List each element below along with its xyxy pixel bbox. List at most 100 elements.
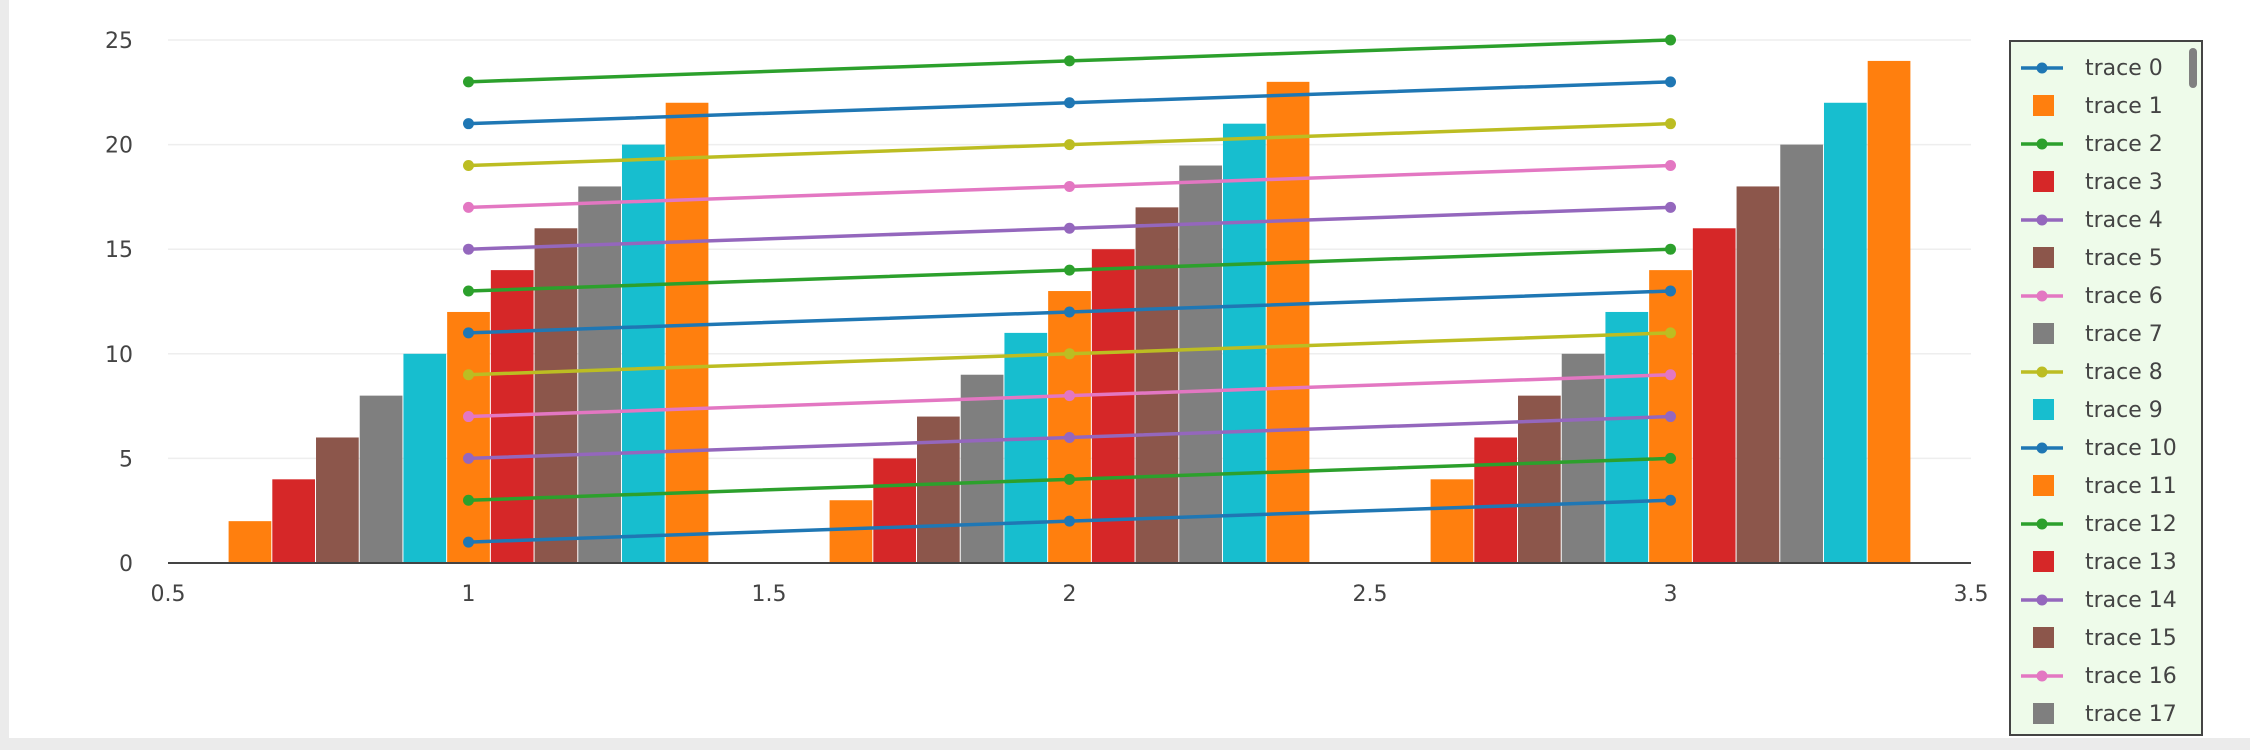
x-tick-label: 1 [462, 582, 476, 607]
legend-line-marker [2011, 125, 2075, 163]
y-tick-label: 10 [105, 343, 133, 368]
legend-item-trace-10[interactable]: trace 10 [2011, 429, 2191, 467]
legend-label: trace 2 [2085, 131, 2163, 157]
legend-item-trace-13[interactable]: trace 13 [2011, 543, 2191, 581]
chart-frame: 0 5 10 15 20 25 0.5 1 1.5 2 2.5 3 3.5 trace 0 trace 1… [9, 0, 2250, 738]
legend-bar-swatch [2011, 619, 2075, 657]
legend-label: trace 14 [2085, 587, 2177, 613]
bar-trace-3-x2 [873, 458, 917, 563]
bar-trace-17-x2 [1179, 165, 1222, 563]
point-trace-2-x1 [463, 494, 474, 506]
point-trace-0-x2 [1064, 515, 1075, 527]
legend-line-marker [2011, 277, 2075, 315]
point-trace-22-x2 [1064, 55, 1075, 67]
point-trace-18-x2 [1064, 139, 1075, 151]
bar-trace-1-x1 [228, 521, 272, 563]
legend-line-marker [2011, 353, 2075, 391]
bar-trace-9-x1 [403, 353, 447, 563]
legend-label: trace 11 [2085, 473, 2177, 499]
legend-line-marker [2011, 49, 2075, 87]
legend-label: trace 13 [2085, 549, 2177, 575]
y-tick-label: 20 [105, 134, 133, 159]
legend-label: trace 9 [2085, 397, 2163, 423]
bar-trace-7-x3 [1561, 353, 1605, 563]
legend-item-trace-17[interactable]: trace 17 [2011, 695, 2191, 733]
point-trace-12-x1 [463, 285, 474, 297]
point-trace-0-x3 [1665, 494, 1676, 506]
x-tick-label: 0.5 [151, 582, 186, 607]
bar-trace-3-x1 [272, 479, 316, 563]
legend-bar-swatch [2011, 239, 2075, 277]
legend-label: trace 17 [2085, 701, 2177, 727]
point-trace-14-x1 [463, 243, 474, 255]
legend-bar-swatch [2011, 467, 2075, 505]
legend-item-trace-14[interactable]: trace 14 [2011, 581, 2191, 619]
bar-trace-11-x1 [447, 311, 490, 563]
legend-bar-swatch [2011, 543, 2075, 581]
legend-item-trace-9[interactable]: trace 9 [2011, 391, 2191, 429]
point-trace-8-x3 [1665, 327, 1676, 339]
point-trace-16-x3 [1665, 160, 1676, 172]
legend-item-trace-7[interactable]: trace 7 [2011, 315, 2191, 353]
bar-trace-5-x2 [917, 416, 960, 563]
legend-label: trace 1 [2085, 93, 2163, 119]
bar-trace-21-x3 [1867, 60, 1911, 564]
legend-item-trace-12[interactable]: trace 12 [2011, 505, 2191, 543]
legend-line-marker [2011, 429, 2075, 467]
bar-trace-21-x2 [1266, 81, 1310, 563]
legend-line-marker [2011, 657, 2075, 695]
legend-bar-swatch [2011, 391, 2075, 429]
legend-bar-swatch [2011, 87, 2075, 125]
legend-item-trace-11[interactable]: trace 11 [2011, 467, 2191, 505]
legend-label: trace 7 [2085, 321, 2163, 347]
point-trace-0-x1 [463, 536, 474, 548]
point-trace-8-x2 [1064, 348, 1075, 360]
x-tick-label: 3.5 [1954, 582, 1989, 607]
axes: 0 5 10 15 20 25 0.5 1 1.5 2 2.5 3 3.5 [105, 29, 1989, 607]
bar-trace-17-x1 [578, 186, 621, 563]
point-trace-4-x3 [1665, 411, 1676, 423]
legend-label: trace 12 [2085, 511, 2177, 537]
point-trace-16-x1 [463, 201, 474, 213]
point-trace-22-x3 [1665, 34, 1676, 46]
legend-item-trace-4[interactable]: trace 4 [2011, 201, 2191, 239]
bar-trace-5-x3 [1518, 395, 1561, 563]
point-trace-10-x3 [1665, 285, 1676, 297]
point-trace-16-x2 [1064, 180, 1075, 192]
y-tick-label: 25 [105, 29, 133, 54]
bars [228, 60, 1911, 564]
legend-label: trace 0 [2085, 55, 2163, 81]
legend-item-trace-2[interactable]: trace 2 [2011, 125, 2191, 163]
legend-scrollbar[interactable] [2189, 48, 2197, 88]
point-trace-20-x1 [463, 118, 474, 130]
legend-label: trace 3 [2085, 169, 2163, 195]
point-trace-18-x3 [1665, 118, 1676, 130]
point-trace-4-x2 [1064, 431, 1075, 443]
point-trace-6-x2 [1064, 390, 1075, 402]
legend-item-trace-1[interactable]: trace 1 [2011, 87, 2191, 125]
legend-item-trace-6[interactable]: trace 6 [2011, 277, 2191, 315]
legend-item-trace-0[interactable]: trace 0 [2011, 49, 2191, 87]
y-tick-label: 15 [105, 238, 133, 263]
x-tick-label: 2 [1063, 582, 1077, 607]
bar-trace-1-x2 [829, 500, 873, 563]
legend-line-marker [2011, 505, 2075, 543]
legend[interactable]: trace 0 trace 1 trace 2 trace 3 trace 4 trace… [2009, 40, 2203, 736]
legend-item-trace-8[interactable]: trace 8 [2011, 353, 2191, 391]
bar-trace-3-x3 [1474, 437, 1518, 563]
bar-trace-9-x2 [1004, 332, 1048, 563]
legend-item-trace-15[interactable]: trace 15 [2011, 619, 2191, 657]
legend-label: trace 4 [2085, 207, 2163, 233]
legend-item-trace-3[interactable]: trace 3 [2011, 163, 2191, 201]
legend-item-trace-16[interactable]: trace 16 [2011, 657, 2191, 695]
legend-item-trace-5[interactable]: trace 5 [2011, 239, 2191, 277]
point-trace-6-x3 [1665, 369, 1676, 381]
bar-trace-19-x3 [1823, 102, 1867, 563]
legend-line-marker [2011, 201, 2075, 239]
legend-bar-swatch [2011, 163, 2075, 201]
bar-trace-15-x3 [1736, 186, 1780, 563]
bar-trace-17-x3 [1780, 144, 1823, 563]
point-trace-4-x1 [463, 452, 474, 464]
point-trace-8-x1 [463, 369, 474, 381]
x-tick-label: 3 [1664, 582, 1678, 607]
